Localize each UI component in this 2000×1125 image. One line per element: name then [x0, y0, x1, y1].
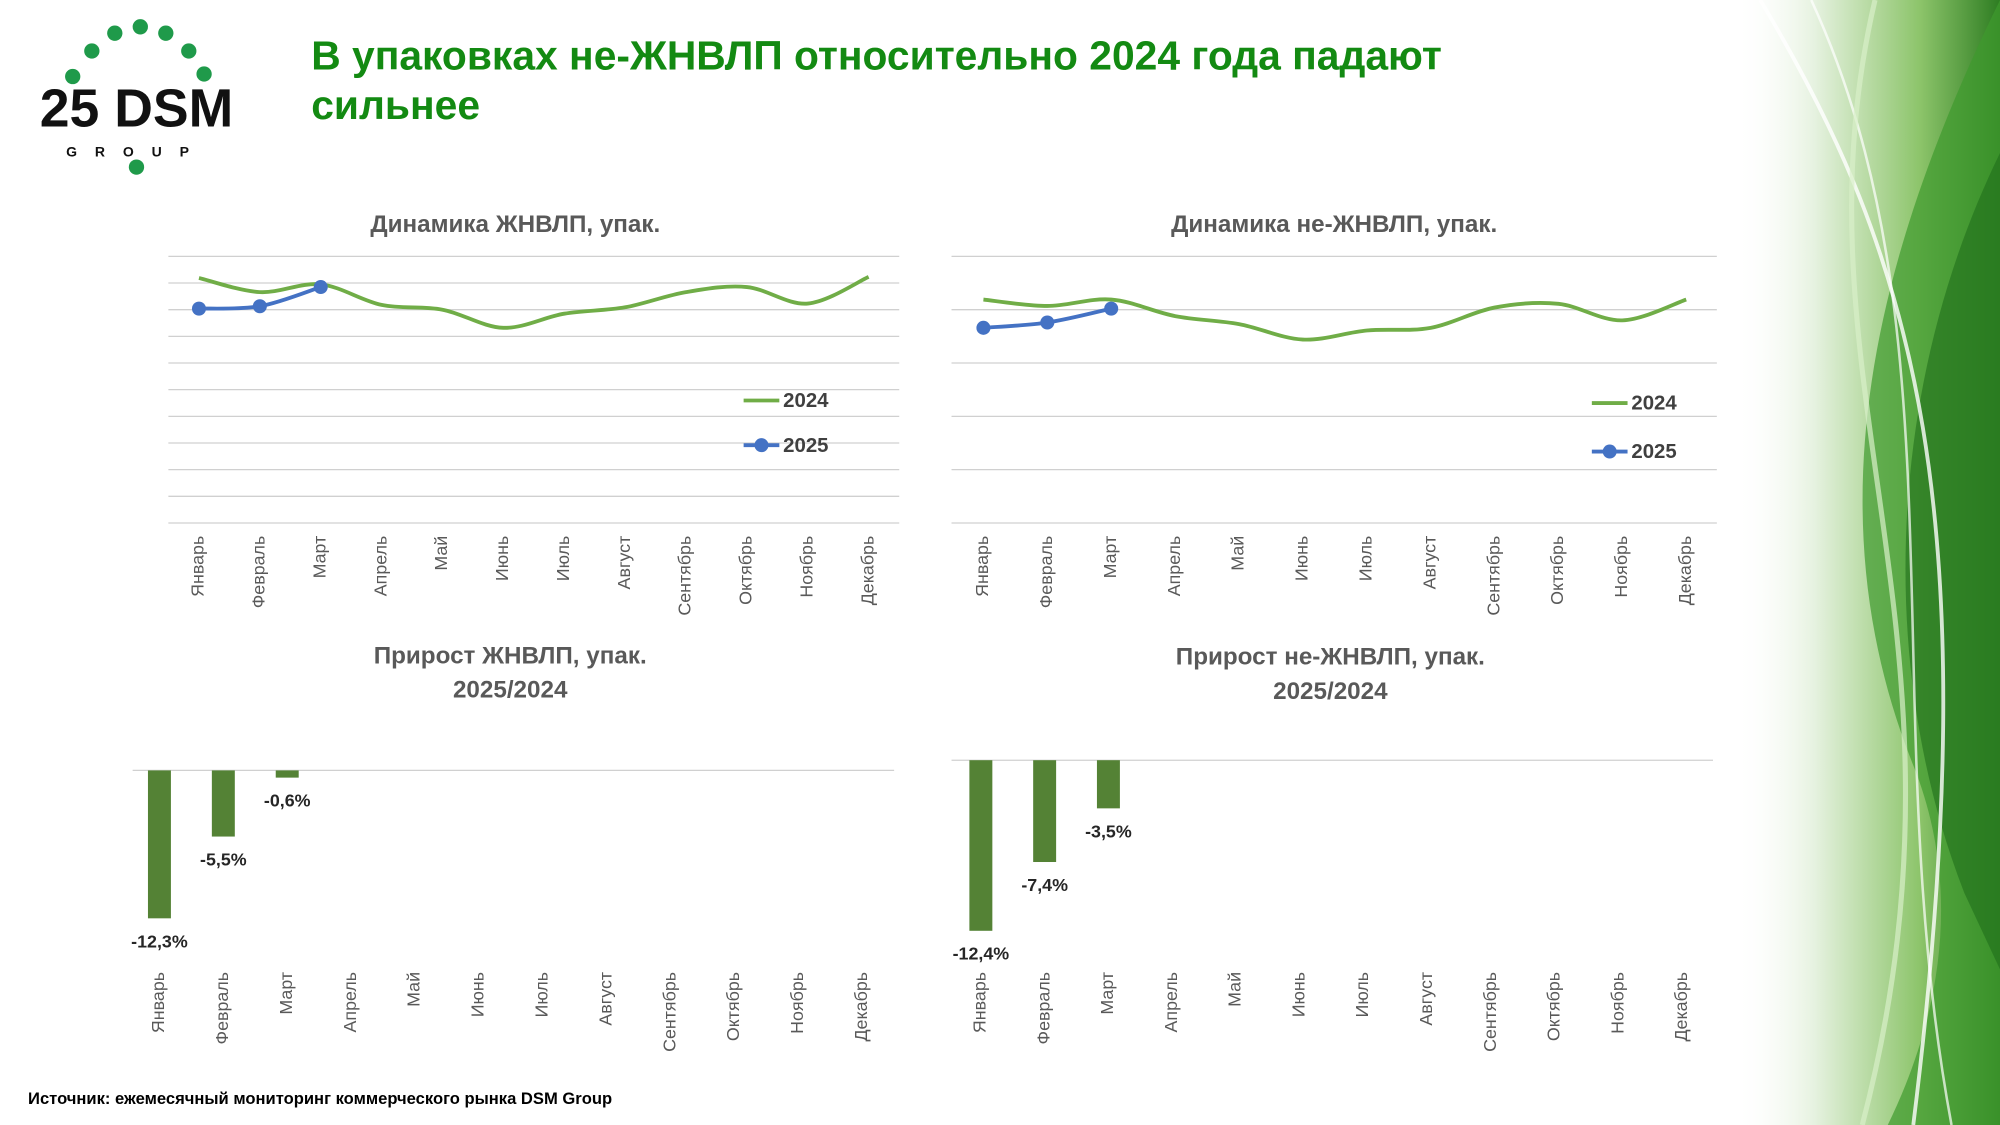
x-tick-label: Апрель	[1164, 536, 1184, 597]
x-tick-label: Март	[309, 536, 329, 579]
bar	[969, 760, 993, 931]
x-tick-label: Июль	[553, 536, 573, 582]
legend-label: 2025	[1631, 441, 1676, 463]
source-note: Источник: ежемесячный мониторинг коммерч…	[28, 1089, 612, 1108]
x-tick-label: Декабрь	[1675, 536, 1695, 606]
x-tick-label: Май	[404, 972, 424, 1007]
x-tick-label: Январь	[148, 972, 168, 1033]
x-tick-label: Октябрь	[723, 972, 743, 1041]
x-tick-label: Июнь	[1288, 972, 1308, 1017]
x-tick-label: Май	[431, 536, 451, 571]
slide-title: В упаковках не-ЖНВЛП относительно 2024 г…	[311, 32, 1442, 78]
x-tick-label: Январь	[188, 536, 208, 597]
legend-label: 2024	[783, 390, 829, 412]
x-tick-label: Ноябрь	[787, 972, 807, 1034]
bar	[211, 770, 235, 837]
x-tick-label: Март	[1100, 536, 1120, 579]
bar	[147, 770, 171, 919]
x-tick-label: Январь	[970, 972, 990, 1033]
x-tick-label: Сентябрь	[1480, 972, 1500, 1052]
x-tick-label: Июнь	[1292, 536, 1312, 581]
data-label: -5,5%	[200, 850, 247, 870]
point	[976, 320, 991, 335]
logo-main: 25 DSM	[40, 79, 233, 138]
x-tick-label: Февраль	[249, 536, 269, 609]
data-label: -7,4%	[1021, 875, 1068, 895]
point	[191, 301, 206, 316]
x-tick-label: Май	[1228, 536, 1248, 571]
x-tick-label: Июль	[1352, 972, 1372, 1018]
x-tick-label: Июнь	[468, 972, 488, 1017]
x-tick-label: Декабрь	[857, 536, 877, 606]
logo: 25 DSM GROUP	[40, 19, 233, 175]
x-tick-label: Август	[1419, 536, 1439, 590]
chart-title: Прирост не-ЖНВЛП, упак.	[1176, 644, 1485, 671]
x-tick-label: Июнь	[492, 536, 512, 581]
line-series	[198, 275, 870, 330]
x-tick-label: Август	[1416, 972, 1436, 1026]
x-tick-label: Июль	[1355, 536, 1375, 582]
bar	[1096, 760, 1120, 809]
logo-sub: GROUP	[66, 144, 207, 160]
x-tick-label: Май	[1225, 972, 1245, 1007]
x-tick-label: Октябрь	[1547, 536, 1567, 605]
x-tick-label: Февраль	[1033, 972, 1053, 1045]
point	[252, 299, 267, 314]
bar	[275, 770, 299, 778]
x-tick-label: Декабрь	[851, 972, 871, 1042]
x-tick-label: Февраль	[212, 972, 232, 1045]
x-tick-label: Август	[595, 972, 615, 1026]
x-tick-label: Март	[276, 972, 296, 1015]
x-tick-label: Апрель	[340, 972, 360, 1033]
x-tick-label: Июль	[532, 972, 552, 1018]
x-tick-label: Апрель	[370, 536, 390, 597]
data-label: -12,3%	[131, 931, 188, 951]
bar	[1033, 760, 1057, 863]
x-tick-label: Апрель	[1161, 972, 1181, 1033]
x-tick-label: Сентябрь	[659, 972, 679, 1052]
point	[1104, 301, 1119, 316]
point	[313, 280, 328, 295]
legend-label: 2024	[1631, 393, 1677, 415]
slide-title: сильнее	[311, 82, 480, 128]
x-tick-label: Март	[1097, 972, 1117, 1015]
data-label: -0,6%	[264, 791, 311, 811]
x-tick-label: Сентябрь	[1483, 536, 1503, 616]
legend-swatch	[1602, 444, 1617, 459]
chart-title: Динамика не-ЖНВЛП, упак.	[1171, 211, 1497, 238]
x-tick-label: Ноябрь	[1607, 972, 1627, 1034]
x-tick-label: Ноябрь	[796, 536, 816, 598]
line-series	[983, 297, 1687, 342]
x-tick-label: Октябрь	[1544, 972, 1564, 1041]
data-label: -12,4%	[953, 944, 1010, 964]
chart-subtitle: 2025/2024	[453, 677, 568, 704]
x-tick-label: Январь	[972, 536, 992, 597]
x-tick-label: Август	[614, 536, 634, 590]
x-tick-label: Февраль	[1036, 536, 1056, 609]
chart-subtitle: 2025/2024	[1273, 678, 1388, 705]
x-tick-label: Сентябрь	[675, 536, 695, 616]
decoration	[1734, 0, 2000, 1125]
legend-label: 2025	[783, 435, 828, 457]
point	[1040, 315, 1055, 330]
x-tick-label: Октябрь	[736, 536, 756, 605]
x-tick-label: Декабрь	[1671, 972, 1691, 1042]
chart-title: Прирост ЖНВЛП, упак.	[374, 642, 647, 669]
data-label: -3,5%	[1085, 821, 1132, 841]
legend-swatch	[754, 438, 769, 453]
chart-title: Динамика ЖНВЛП, упак.	[370, 211, 660, 238]
x-tick-label: Ноябрь	[1611, 536, 1631, 598]
